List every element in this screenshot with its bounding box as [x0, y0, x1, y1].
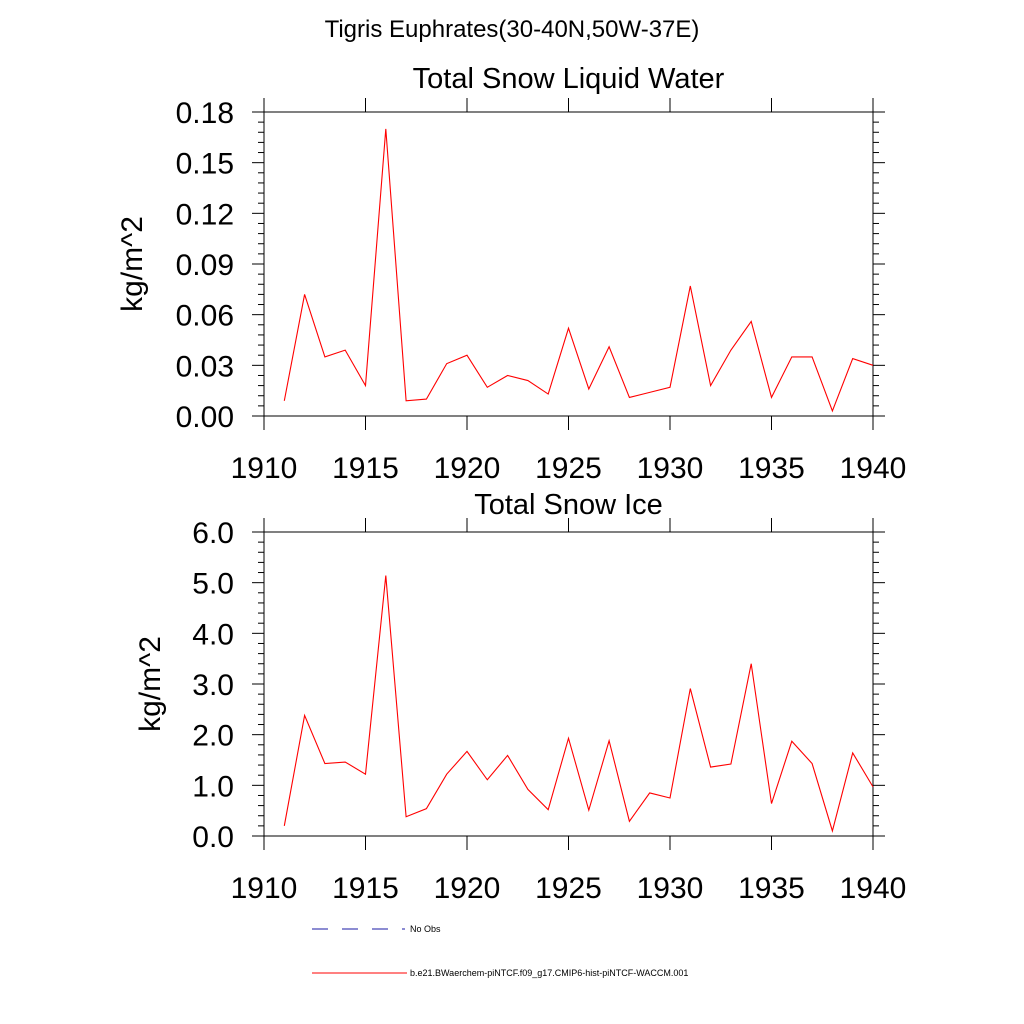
- y-tick-label: 0.00: [176, 401, 234, 434]
- x-tick-label: 1915: [332, 452, 399, 485]
- x-tick-label: 1930: [637, 452, 704, 485]
- y-tick-label: 0.03: [176, 350, 234, 383]
- x-tick-label: 1940: [840, 452, 907, 485]
- y-tick-label: 0.15: [176, 148, 234, 181]
- x-tick-label: 1910: [231, 872, 298, 905]
- plot-frame: [263, 531, 874, 837]
- x-tick-label: 1930: [637, 872, 704, 905]
- figure-title: Tigris Euphrates(30-40N,50W-37E): [324, 16, 700, 43]
- x-tick-label: 1920: [434, 872, 501, 905]
- legend-item: No Obs: [312, 924, 441, 934]
- x-tick-label: 1935: [738, 452, 805, 485]
- y-tick-label: 0.0: [192, 821, 234, 854]
- y-tick-label: 1.0: [192, 770, 234, 803]
- panel-title: Total Snow Liquid Water: [413, 63, 725, 95]
- x-tick-label: 1925: [535, 872, 602, 905]
- chart-panel-1: 0.00 0.03 0.06 0.09 0.12 0.15 0.18 1910 1915 1920…: [116, 63, 906, 485]
- chart-panel-2: 0.0 1.0 2.0 3.0 4.0 5.0 6.0 1910 1915 1920 1925 193…: [134, 489, 906, 905]
- y-tick-label: 3.0: [192, 669, 234, 702]
- y-tick-label: 0.06: [176, 300, 234, 333]
- y-tick-label: 6.0: [192, 517, 234, 550]
- y-tick-label: 2.0: [192, 720, 234, 753]
- plot-frame: [263, 111, 874, 417]
- y-tick-label: 0.18: [176, 97, 234, 130]
- legend-label: b.e21.BWaerchem-piNTCF.f09_g17.CMIP6-his…: [410, 968, 688, 978]
- series-line: [283, 575, 874, 833]
- x-tick-label: 1915: [332, 872, 399, 905]
- x-tick-label: 1910: [231, 452, 298, 485]
- panel-title: Total Snow Ice: [474, 489, 663, 521]
- series-line: [283, 128, 874, 413]
- y-tick-label: 0.12: [176, 198, 234, 231]
- legend-label: No Obs: [410, 924, 441, 934]
- x-tick-label: 1940: [840, 872, 907, 905]
- legend: No Obs b.e21.BWaerchem-piNTCF.f09_g17.CMI…: [312, 924, 688, 978]
- x-tick-label: 1920: [434, 452, 501, 485]
- x-tick-label: 1925: [535, 452, 602, 485]
- x-tick-label: 1935: [738, 872, 805, 905]
- y-tick-label: 4.0: [192, 618, 234, 651]
- y-tick-label: 0.09: [176, 249, 234, 282]
- legend-item: b.e21.BWaerchem-piNTCF.f09_g17.CMIP6-his…: [312, 968, 688, 978]
- y-tick-label: 5.0: [192, 568, 234, 601]
- y-axis-label: kg/m^2: [116, 216, 149, 312]
- y-axis-label: kg/m^2: [134, 636, 167, 732]
